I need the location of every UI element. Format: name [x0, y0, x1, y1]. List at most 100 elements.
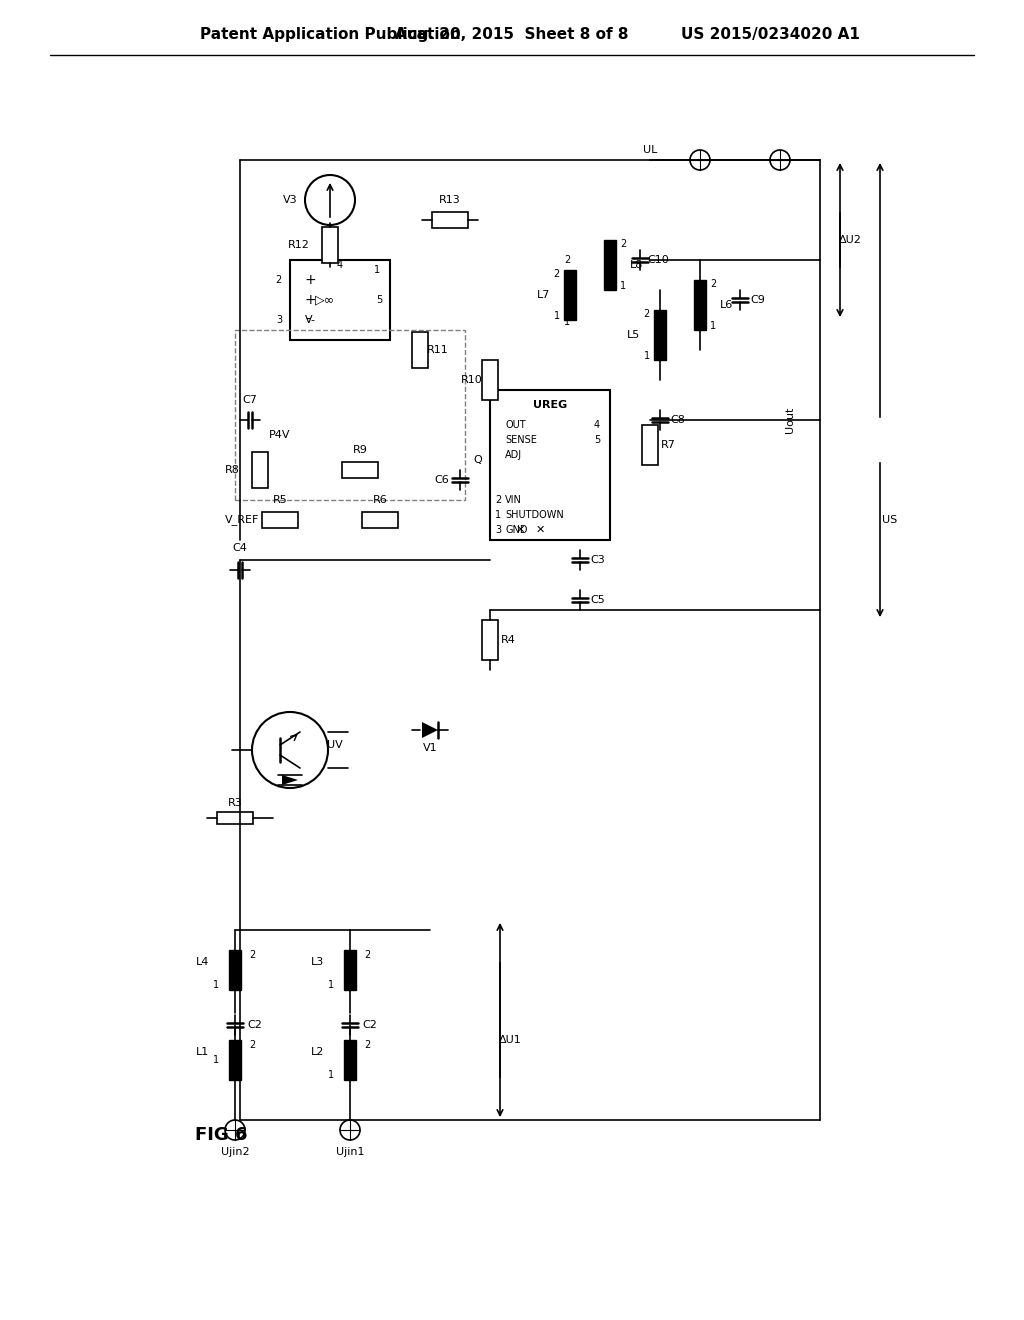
Text: V_REF: V_REF [225, 515, 259, 525]
Text: 1: 1 [213, 979, 219, 990]
Text: R11: R11 [427, 345, 449, 355]
Bar [490, 389, 610, 540]
Text: Ujin1: Ujin1 [336, 1147, 365, 1158]
Text: V-: V- [305, 315, 316, 325]
Text: 2: 2 [495, 495, 502, 506]
Text: C4: C4 [232, 543, 248, 553]
Text: 2: 2 [249, 950, 255, 960]
Text: 3: 3 [275, 315, 282, 325]
Text: FIG 6: FIG 6 [195, 1126, 248, 1144]
Text: 2: 2 [275, 275, 282, 285]
Text: ✕: ✕ [536, 525, 545, 535]
Text: UL: UL [643, 145, 657, 154]
Text: 1: 1 [564, 317, 570, 327]
Bar [229, 1040, 241, 1080]
Text: 5: 5 [376, 294, 382, 305]
Text: R9: R9 [352, 445, 368, 455]
Text: C2: C2 [362, 1020, 378, 1030]
Text: 1: 1 [554, 312, 560, 321]
Text: R7: R7 [660, 440, 676, 450]
Text: ΔU1: ΔU1 [499, 1035, 521, 1045]
Text: V1: V1 [423, 743, 437, 752]
Text: L2: L2 [310, 1047, 324, 1057]
Bar [262, 512, 298, 528]
Text: US: US [883, 515, 898, 525]
Bar [642, 425, 658, 465]
Text: 1: 1 [328, 1071, 334, 1080]
Text: Patent Application Publication: Patent Application Publication [200, 28, 461, 42]
Text: 1: 1 [213, 1055, 219, 1065]
Text: 2: 2 [554, 269, 560, 279]
Bar [217, 812, 253, 824]
Text: 4: 4 [594, 420, 600, 430]
Bar [342, 462, 378, 478]
Text: UV: UV [327, 741, 343, 750]
Text: C10: C10 [647, 255, 669, 265]
Text: US 2015/0234020 A1: US 2015/0234020 A1 [681, 28, 860, 42]
Text: Q: Q [474, 455, 482, 465]
Text: L8: L8 [630, 260, 643, 271]
Text: ΔU2: ΔU2 [839, 235, 861, 246]
Text: Uout: Uout [785, 407, 795, 433]
Text: 1: 1 [620, 281, 626, 290]
Text: L3: L3 [310, 957, 324, 968]
Text: ✕: ✕ [515, 525, 524, 535]
Text: R3: R3 [227, 799, 243, 808]
Text: 2: 2 [364, 1040, 371, 1049]
Text: GND: GND [505, 525, 527, 535]
Text: Aug. 20, 2015  Sheet 8 of 8: Aug. 20, 2015 Sheet 8 of 8 [395, 28, 629, 42]
Text: C3: C3 [591, 554, 605, 565]
Text: 2: 2 [249, 1040, 255, 1049]
Text: 2: 2 [364, 950, 371, 960]
Text: 3: 3 [495, 525, 501, 535]
Text: L6: L6 [720, 300, 733, 310]
Bar [564, 271, 575, 319]
Text: 2: 2 [644, 309, 650, 319]
Text: UREG: UREG [532, 400, 567, 411]
Bar [412, 333, 428, 368]
Text: C5: C5 [591, 595, 605, 605]
Text: L5: L5 [627, 330, 640, 341]
Text: L4: L4 [196, 957, 209, 968]
Text: R13: R13 [439, 195, 461, 205]
Text: 4: 4 [337, 260, 343, 271]
Text: OUT: OUT [505, 420, 525, 430]
Text: +: + [305, 293, 316, 308]
Text: +: + [305, 273, 316, 286]
Text: 1: 1 [644, 351, 650, 360]
Text: L7: L7 [537, 290, 550, 300]
Text: C6: C6 [434, 475, 450, 484]
Text: ADJ: ADJ [505, 450, 522, 459]
Bar [234, 330, 465, 500]
Text: 2: 2 [710, 279, 716, 289]
Text: 1: 1 [710, 321, 716, 331]
Text: R5: R5 [272, 495, 288, 506]
Text: Ujin2: Ujin2 [221, 1147, 249, 1158]
Bar [482, 620, 498, 660]
Bar [344, 1040, 356, 1080]
Bar [654, 310, 666, 360]
Text: ▷∞: ▷∞ [315, 293, 335, 306]
Bar [252, 451, 268, 488]
Text: 2: 2 [620, 239, 627, 249]
Text: R4: R4 [501, 635, 515, 645]
Text: C9: C9 [751, 294, 765, 305]
Bar [290, 260, 390, 341]
Text: 1: 1 [328, 979, 334, 990]
Bar [604, 240, 616, 290]
Bar [344, 950, 356, 990]
Text: SENSE: SENSE [505, 436, 537, 445]
Bar [322, 227, 338, 263]
Text: V3: V3 [283, 195, 297, 205]
Bar [362, 512, 398, 528]
Text: 1: 1 [374, 265, 380, 275]
Polygon shape [422, 722, 438, 738]
Text: 1: 1 [495, 510, 501, 520]
Text: 5: 5 [594, 436, 600, 445]
Text: P4V: P4V [269, 430, 291, 440]
Text: R12: R12 [288, 240, 310, 249]
Text: 2: 2 [564, 255, 570, 265]
Bar [694, 280, 706, 330]
Text: C8: C8 [671, 414, 685, 425]
Text: SHUTDOWN: SHUTDOWN [505, 510, 564, 520]
